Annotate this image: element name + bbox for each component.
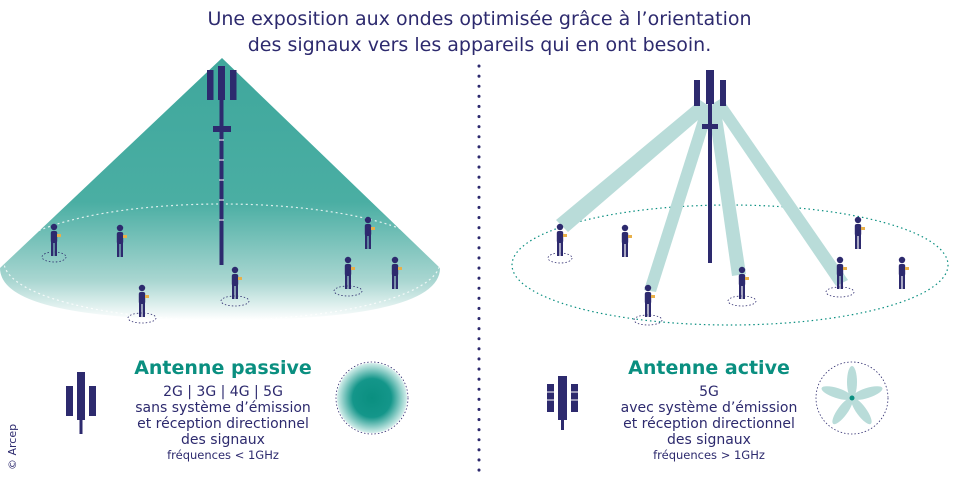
passive-heading: Antenne passive: [134, 357, 312, 379]
passive-antenna-icon: [66, 372, 96, 434]
passive-antenna-tower: [207, 66, 237, 265]
page-title: Une exposition aux ondes optimisée grâce…: [0, 6, 959, 58]
active-bands: 5G: [699, 384, 719, 400]
active-antenna-scene: [511, 70, 949, 326]
active-heading: Antenne active: [628, 357, 790, 379]
passive-desc-2: et réception directionnel: [137, 416, 309, 432]
copyright-notice: © Arcep: [6, 423, 19, 470]
active-frequency: fréquences > 1GHz: [653, 448, 765, 462]
passive-desc-1: sans système d’émission: [135, 400, 311, 416]
title-line-2: des signaux vers les appareils qui en on…: [247, 34, 712, 56]
passive-people: [41, 216, 402, 324]
active-desc-1: avec système d’émission: [620, 400, 798, 416]
passive-frequency: fréquences < 1GHz: [167, 448, 279, 462]
passive-antenna-scene: [0, 58, 441, 324]
title-line-1: Une exposition aux ondes optimisée grâce…: [207, 8, 752, 30]
passive-antenna-legend: Antenne passive 2G | 3G | 4G | 5G sans s…: [118, 356, 328, 463]
active-ground-ellipse: [511, 204, 949, 326]
active-desc-2: et réception directionnel: [623, 416, 795, 432]
active-antenna-legend: Antenne active 5G avec système d’émissio…: [604, 356, 814, 463]
active-antenna-icon: [547, 376, 578, 430]
active-antenna-tower: [694, 70, 726, 263]
active-desc-3: des signaux: [667, 432, 751, 448]
active-people: [547, 216, 909, 326]
active-beams: [556, 98, 848, 292]
passive-bands: 2G | 3G | 4G | 5G: [163, 384, 283, 400]
passive-radiation-pattern: [335, 361, 409, 435]
passive-desc-3: des signaux: [181, 432, 265, 448]
active-radiation-pattern: [815, 361, 889, 435]
